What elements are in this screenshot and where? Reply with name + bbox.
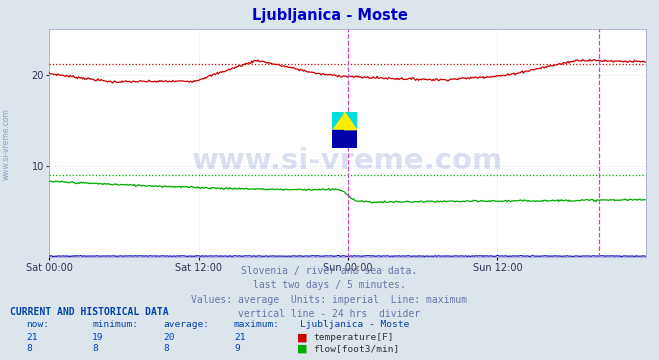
Text: now:: now: (26, 320, 49, 329)
Text: temperature[F]: temperature[F] (313, 333, 393, 342)
Bar (331, 112, 344, 130)
Text: Ljubljanica - Moste: Ljubljanica - Moste (252, 8, 407, 23)
Text: minimum:: minimum: (92, 320, 138, 329)
Polygon shape (331, 112, 344, 130)
Text: Values: average  Units: imperial  Line: maximum: Values: average Units: imperial Line: ma… (191, 295, 468, 305)
Polygon shape (344, 112, 357, 130)
Text: 20: 20 (163, 333, 175, 342)
Text: 8: 8 (163, 344, 169, 354)
Text: ■: ■ (297, 344, 307, 354)
Text: 21: 21 (26, 333, 38, 342)
Text: last two days / 5 minutes.: last two days / 5 minutes. (253, 280, 406, 291)
Text: www.si-vreme.com: www.si-vreme.com (192, 147, 503, 175)
Text: flow[foot3/min]: flow[foot3/min] (313, 344, 399, 354)
Bar (344, 112, 357, 130)
Text: www.si-vreme.com: www.si-vreme.com (2, 108, 11, 180)
Text: Ljubljanica - Moste: Ljubljanica - Moste (300, 320, 409, 329)
Text: ■: ■ (297, 332, 307, 342)
Text: 9: 9 (234, 344, 240, 354)
Text: 19: 19 (92, 333, 103, 342)
Text: 21: 21 (234, 333, 245, 342)
Text: maximum:: maximum: (234, 320, 280, 329)
Text: 8: 8 (92, 344, 98, 354)
Bar (331, 130, 357, 148)
Text: average:: average: (163, 320, 210, 329)
Text: 8: 8 (26, 344, 32, 354)
Text: vertical line - 24 hrs  divider: vertical line - 24 hrs divider (239, 309, 420, 319)
Text: CURRENT AND HISTORICAL DATA: CURRENT AND HISTORICAL DATA (10, 307, 169, 317)
Text: Slovenia / river and sea data.: Slovenia / river and sea data. (241, 266, 418, 276)
